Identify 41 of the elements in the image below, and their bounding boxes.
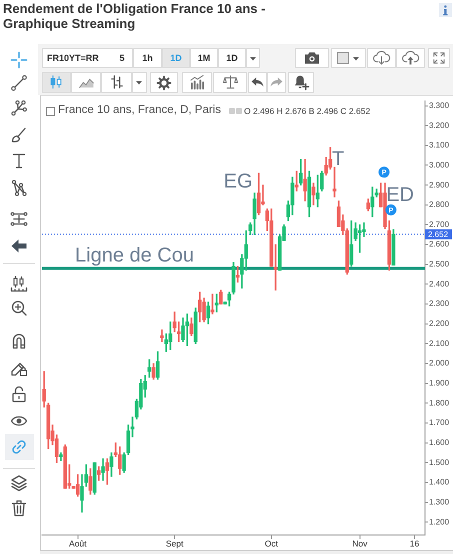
y-tick-label: 2.400 <box>429 279 450 288</box>
y-tick-label: 1.500 <box>429 458 450 467</box>
y-tick-label: 2.000 <box>429 358 450 368</box>
y-tick-label: 1.300 <box>429 497 450 506</box>
y-tick-label: 2.900 <box>429 180 450 190</box>
y-tick-label: 1.200 <box>429 517 450 526</box>
y-tick-label: 2.700 <box>429 220 450 229</box>
y-tick-label: 2.500 <box>429 260 450 269</box>
y-tick-label: 3.000 <box>429 160 450 170</box>
annotation: O 2.496 H 2.676 B 2.496 C 2.652 <box>244 106 370 116</box>
y-tick-label: 1.900 <box>429 378 450 388</box>
x-tick-label: Sept <box>166 538 184 548</box>
chart-subtitle: France 10 ans, France, D, Paris <box>58 104 221 117</box>
chart-title: Rendement de l'Obligation France 10 ans - Graphique Streaming <box>3 1 266 31</box>
text: 1h <box>141 53 154 64</box>
y-tick-label: 1.800 <box>429 398 450 408</box>
y-tick-label: 2.100 <box>429 338 450 348</box>
ref-line-label: Ligne de Cou <box>75 244 194 266</box>
y-tick-label: 2.800 <box>429 200 450 210</box>
annotation: T <box>332 148 344 170</box>
y-tick-label: 3.100 <box>429 140 450 150</box>
y-tick-label: 1.400 <box>429 478 450 487</box>
text: 1D <box>169 53 183 64</box>
candlestick <box>210 294 214 314</box>
y-tick-label: 2.600 <box>429 240 450 249</box>
candlestick <box>160 329 164 342</box>
y-tick-label: 1.600 <box>429 438 450 448</box>
y-tick-label: 2.300 <box>429 299 450 308</box>
y-tick-label: 3.200 <box>429 120 450 130</box>
x-tick-label: 16 <box>410 538 420 548</box>
text: 1M <box>196 53 212 64</box>
x-tick-label: Août <box>69 538 88 548</box>
text: 1D <box>225 53 239 64</box>
y-tick-label: 3.300 <box>429 100 450 110</box>
ref-line-label: 2.652 <box>428 230 449 239</box>
x-tick-label: Nov <box>352 538 368 548</box>
x-tick-label: Oct <box>264 538 279 548</box>
y-tick-label: 2.200 <box>429 319 450 328</box>
annotation: ED <box>386 184 414 206</box>
y-tick-label: 1.700 <box>429 418 450 428</box>
annotation: EG <box>224 170 253 193</box>
